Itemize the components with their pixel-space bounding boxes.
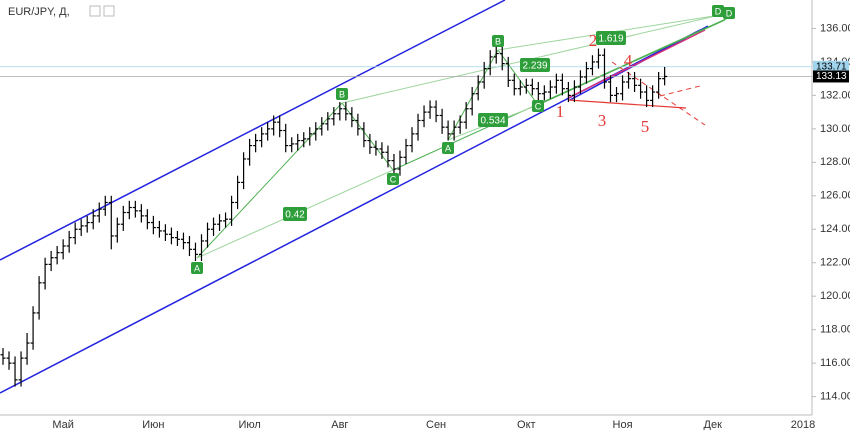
- ratio-box: [283, 207, 307, 221]
- pattern-label: D: [715, 6, 722, 16]
- pattern-label-box: [387, 173, 399, 185]
- pattern-label: C: [390, 174, 397, 184]
- x-tick-label: Ноя: [613, 419, 633, 430]
- pattern-label-box: [492, 35, 504, 47]
- pattern-label-box: [336, 88, 348, 100]
- y-tick-label: 128.00: [820, 156, 850, 168]
- wave-line: [659, 85, 701, 97]
- ratio-label: 0.534: [480, 116, 505, 127]
- chart-title: EUR/JPY, Д,: [8, 6, 70, 18]
- y-tick-label: 120.00: [820, 290, 850, 302]
- pattern-label-box: [712, 5, 724, 17]
- y-tick-label: 130.00: [820, 123, 850, 135]
- icon[interactable]: [103, 5, 115, 17]
- price-label: 133.71: [816, 61, 847, 72]
- wave-label: 4: [624, 51, 633, 70]
- channel-upper: [0, 0, 506, 261]
- y-tick-label: 126.00: [820, 190, 850, 202]
- pattern-label: D: [726, 8, 733, 18]
- pattern-label: B: [339, 89, 345, 99]
- x-tick-label: Июн: [142, 419, 164, 430]
- ratio-label: 2.239: [522, 61, 547, 72]
- x-tick-label: Май: [52, 419, 74, 430]
- pattern-label-box: [532, 100, 544, 112]
- y-tick-label: 132.00: [820, 89, 850, 101]
- wave-label: 1: [556, 102, 565, 121]
- icon[interactable]: [89, 5, 101, 17]
- pattern-label-box: [191, 262, 203, 274]
- y-tick-label: 124.00: [820, 223, 850, 235]
- pattern-label: A: [445, 143, 451, 153]
- trend-line: [567, 29, 706, 99]
- ratio-box: [478, 113, 508, 127]
- x-tick-label: Сен: [426, 419, 446, 430]
- pattern-label-box: [442, 142, 454, 154]
- pattern-label: B: [495, 36, 501, 46]
- wave-label: 3: [598, 111, 607, 130]
- y-tick-label: 118.00: [820, 324, 850, 336]
- x-tick-label: Июл: [238, 419, 260, 430]
- ratio-label: 1.619: [598, 34, 623, 45]
- ratio-label: 0.42: [285, 210, 305, 221]
- ratio-box: [520, 58, 550, 72]
- y-tick-label: 114.00: [820, 390, 850, 402]
- wave-label: 5: [641, 117, 650, 136]
- y-tick-label: 136.00: [820, 22, 850, 34]
- price-label-box: [813, 60, 849, 73]
- y-tick-label: 122.00: [820, 257, 850, 269]
- x-tick-label: Окт: [517, 419, 536, 430]
- price-label-box: [813, 70, 849, 83]
- y-tick-label: 116.00: [820, 357, 850, 369]
- price-label: 133.13: [816, 71, 847, 82]
- pattern-label-box: [723, 7, 735, 19]
- x-tick-label: Авг: [331, 419, 348, 430]
- pattern-label: C: [535, 101, 542, 111]
- pattern-line: [537, 19, 726, 106]
- wave-label: 2: [589, 31, 598, 50]
- wave-line: [567, 99, 687, 109]
- pattern-line: [497, 49, 539, 106]
- ratio-box: [596, 31, 626, 45]
- x-tick-label: Дек: [704, 419, 723, 430]
- pattern-label: A: [194, 263, 200, 273]
- x-tick-label: 2018: [791, 419, 815, 430]
